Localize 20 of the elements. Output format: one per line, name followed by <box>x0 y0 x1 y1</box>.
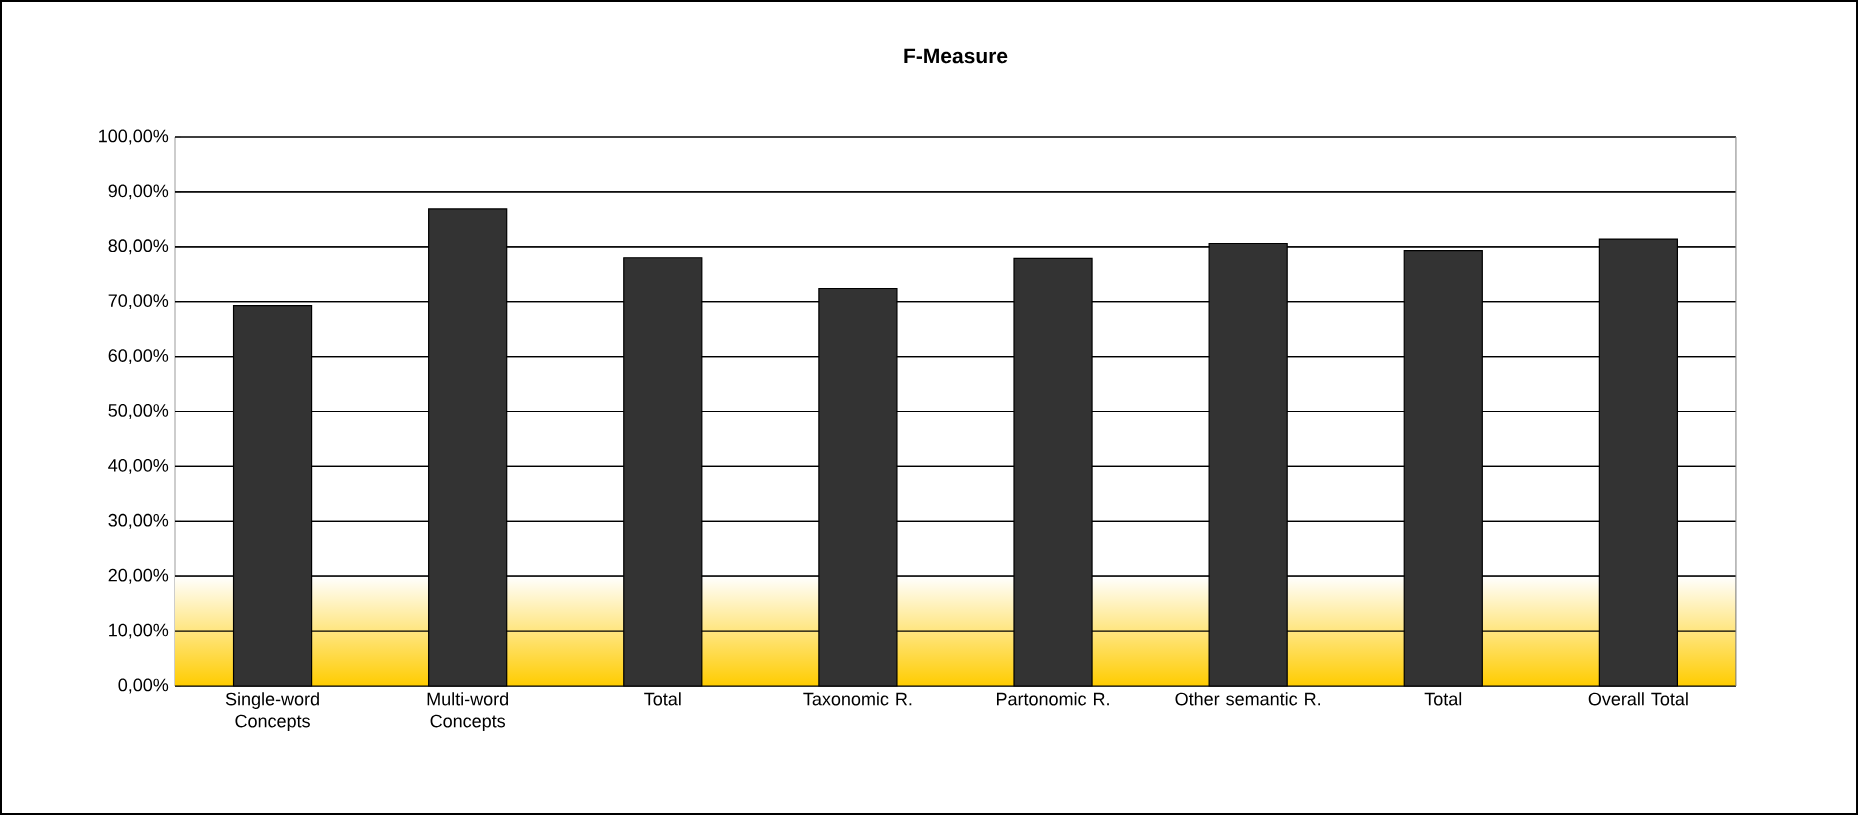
y-tick-label: 40,00% <box>108 458 169 474</box>
y-tick-label: 20,00% <box>108 568 169 584</box>
y-tick-label: 10,00% <box>109 623 169 639</box>
x-tick-label: Other semantic R. <box>1175 692 1320 706</box>
x-tick-label: Total <box>644 692 681 706</box>
chart-title: F-Measure <box>904 48 1008 64</box>
x-tick-label: Multi-word Concepts <box>427 692 508 731</box>
y-tick-label: 0,00% <box>118 678 169 694</box>
y-tick-label: 90,00% <box>108 184 169 200</box>
y-tick-label: 80,00% <box>108 239 169 255</box>
y-tick-label: 60,00% <box>108 349 169 365</box>
y-tick-label: 70,00% <box>108 294 169 310</box>
y-tick-label: 50,00% <box>108 404 169 419</box>
x-tick-label: Overall Total <box>1588 692 1688 706</box>
x-tick-label: Partonomic R. <box>996 692 1109 706</box>
y-tick-label: 100,00% <box>99 129 169 145</box>
x-tick-label: Taxonomic R. <box>803 692 912 706</box>
x-tick-label: Single-word Concepts <box>225 692 319 731</box>
x-tick-label: Total <box>1424 692 1462 706</box>
y-tick-label: 30,00% <box>108 513 169 529</box>
